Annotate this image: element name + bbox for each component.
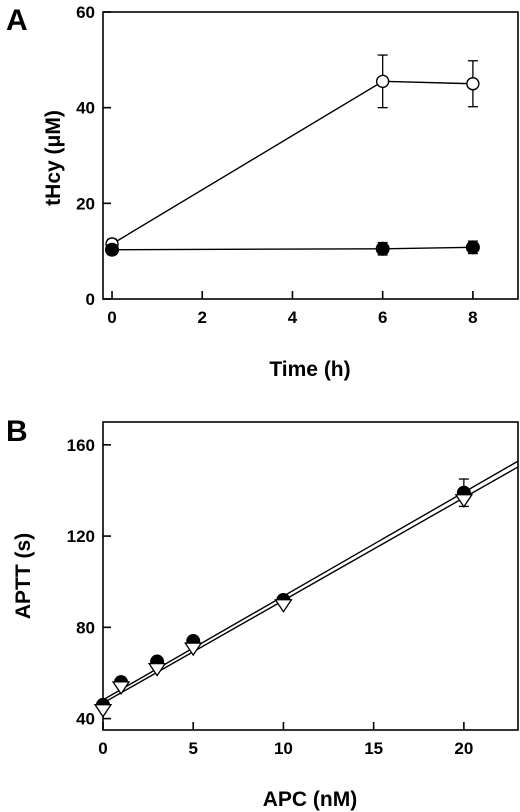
panel-a-x-tick-label: 8 <box>468 308 477 327</box>
panel-b-x-axis: 0 5 10 15 20 <box>98 722 473 758</box>
panel-b-frame <box>102 421 519 731</box>
panel-a-x-axis: 0 2 4 6 8 <box>107 291 478 327</box>
panel-a-x-tick-label: 2 <box>198 308 207 327</box>
panel-a-y-tick-label: 40 <box>76 99 95 118</box>
panel-a-y-tick-label: 0 <box>86 290 95 309</box>
panel-b-plot-area <box>93 460 519 718</box>
panel-a-y-tick-label: 20 <box>76 194 95 213</box>
panel-a-y-axis: 0 20 40 60 <box>76 3 111 309</box>
panel-b-x-tick-label: 5 <box>188 739 197 758</box>
panel-a-y-tick-label: 60 <box>76 3 95 22</box>
panel-b-series-1-fit-line <box>102 460 519 701</box>
panel-a-letter: A <box>6 4 28 37</box>
panel-a-x-axis-label: Time (h) <box>269 358 350 381</box>
panel-a-frame <box>102 11 519 300</box>
panel-b-series-2-point <box>454 494 474 508</box>
panel-b-series-2-point <box>93 704 113 718</box>
panel-b-series-2-point <box>184 642 203 657</box>
panel-a-series-2-point <box>465 240 480 255</box>
panel-a-plot-area <box>105 54 480 257</box>
panel-a: A 0 20 40 60 0 2 4 6 8 tHcy (μM) Time (h) <box>6 3 519 381</box>
panel-b-y-tick-label: 80 <box>76 618 95 637</box>
panel-a-x-tick-label: 6 <box>378 308 387 327</box>
panel-a-series-2-line <box>112 246 473 251</box>
panel-b-y-axis: 40 80 120 160 <box>67 436 111 729</box>
panel-b-x-tick-label: 10 <box>274 739 293 758</box>
panel-b-y-tick-label: 120 <box>67 527 95 546</box>
panel-a-series-2-point <box>375 241 390 256</box>
panel-b-y-tick-label: 40 <box>76 710 95 729</box>
panel-a-y-axis-label: tHcy (μM) <box>42 110 65 206</box>
panel-a-x-tick-label: 0 <box>107 308 116 327</box>
panel-b-letter: B <box>6 415 28 448</box>
panel-b-x-tick-label: 15 <box>364 739 383 758</box>
panel-b-x-axis-label: APC (nM) <box>263 788 357 811</box>
panel-b: B 40 80 120 160 0 5 10 15 20 APTT (s) APC (nM) <box>6 415 519 811</box>
panel-a-series-1-point <box>466 77 480 91</box>
panel-b-y-axis-label: APTT (s) <box>12 533 35 619</box>
panel-b-series-2-point <box>147 662 167 677</box>
panel-b-y-tick-label: 160 <box>67 436 95 455</box>
panel-a-series-1-line <box>111 80 473 245</box>
panel-b-series-2-point <box>111 681 131 696</box>
panel-b-x-tick-label: 0 <box>98 739 107 758</box>
panel-b-series-2-point <box>274 599 293 613</box>
panel-a-x-tick-label: 4 <box>288 308 298 327</box>
panel-a-series-1-point <box>375 74 390 89</box>
panel-a-series-2-point <box>105 242 120 257</box>
panel-b-series-2-fit-line <box>102 466 519 704</box>
panel-b-x-tick-label: 20 <box>454 739 473 758</box>
